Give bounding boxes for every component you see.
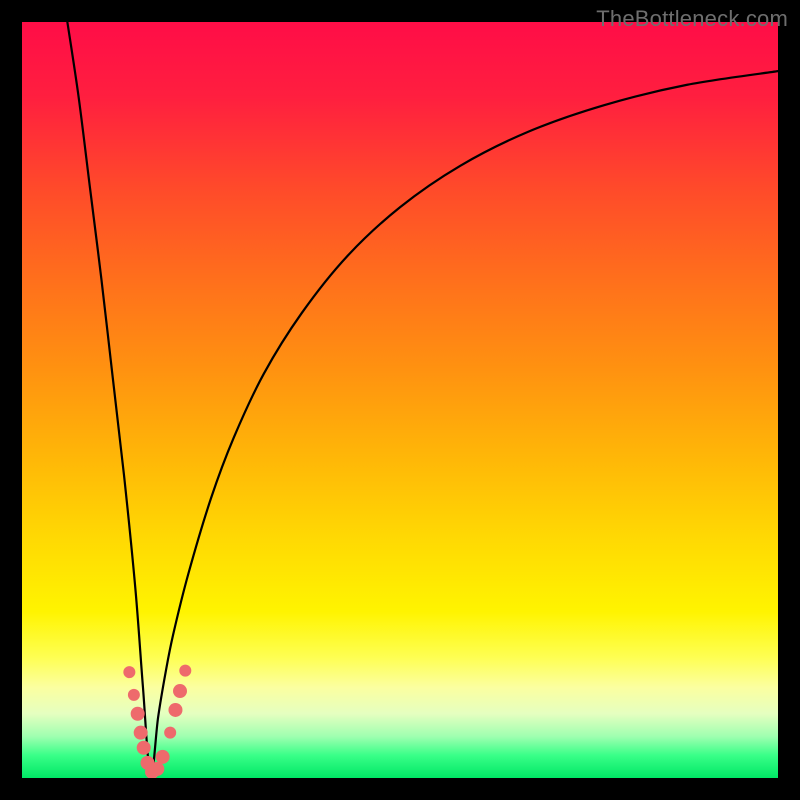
data-marker	[134, 726, 148, 740]
data-marker	[137, 741, 151, 755]
watermark-text: TheBottleneck.com	[596, 6, 788, 32]
data-marker	[123, 666, 135, 678]
data-marker	[156, 750, 170, 764]
data-marker	[179, 665, 191, 677]
data-marker	[168, 703, 182, 717]
bottleneck-curve-chart	[0, 0, 800, 800]
data-marker	[131, 707, 145, 721]
data-marker	[173, 684, 187, 698]
chart-container: TheBottleneck.com	[0, 0, 800, 800]
data-marker	[128, 689, 140, 701]
data-marker	[164, 727, 176, 739]
data-marker	[150, 762, 164, 776]
